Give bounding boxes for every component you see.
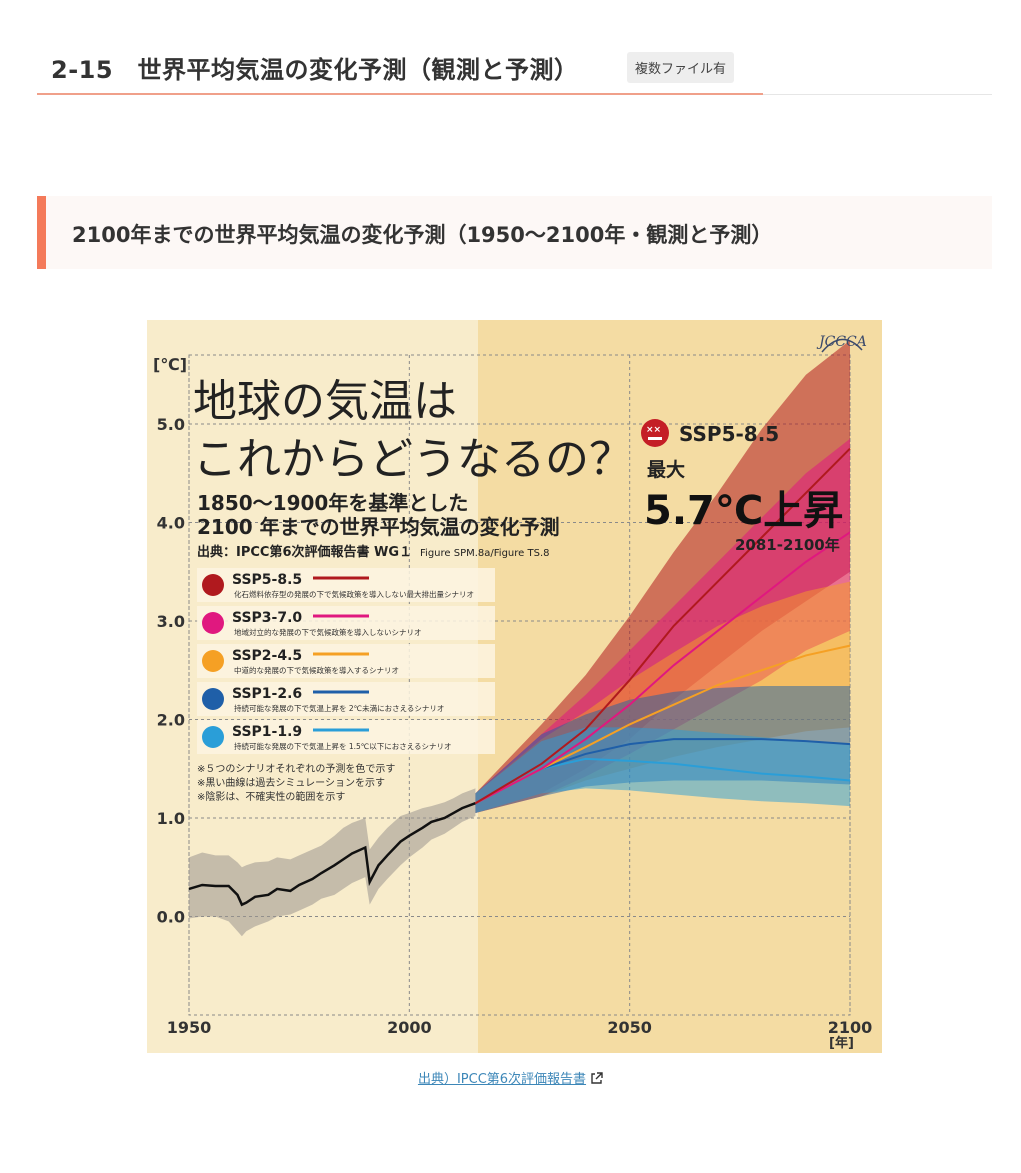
figure-caption: 出典）IPCC第6次評価報告書 — [0, 1068, 1021, 1087]
callout-scenario: SSP5-8.5 — [679, 422, 779, 446]
uncertainty-band-ssp370 — [475, 438, 850, 814]
line-ssp126 — [474, 738, 851, 805]
legend-description: 中道的な発展の下で気候政策を導入するシナリオ — [234, 665, 399, 675]
x-tick-label: 2100 — [828, 1018, 873, 1037]
logo-arc — [821, 338, 863, 353]
legend-description: 持続可能な発展の下で気温上昇を 2℃未満におさえるシナリオ — [234, 703, 444, 713]
scenario-lines — [188, 447, 851, 907]
callout-value: 5.7℃上昇 — [644, 488, 843, 534]
legend-label: SSP3-7.0 — [232, 610, 302, 626]
legend-description: 持続可能な発展の下で気温上昇を 1.5℃以下におさえるシナリオ — [234, 741, 452, 751]
uncertainty-band-ssp585 — [475, 340, 850, 814]
y-tick-label: 1.0 — [157, 809, 185, 828]
legend-item-bg — [197, 606, 495, 640]
callout-max: 最大 — [647, 458, 685, 481]
legend-label: SSP5-8.5 — [232, 572, 302, 588]
line-ssp370 — [474, 531, 851, 805]
y-tick-label: 4.0 — [157, 513, 185, 532]
legend-item-bg — [197, 568, 495, 602]
dizzy-face-eyes: ×× — [646, 425, 661, 435]
x-axis-unit: [年] — [829, 1035, 854, 1051]
section-title: 2100年までの世界平均気温の変化予測（1950〜2100年・観測と予測） — [72, 223, 773, 247]
legend-label: SSP2-4.5 — [232, 648, 302, 664]
ipcc-source-link-text: 出典）IPCC第6次評価報告書 — [417, 1072, 587, 1087]
x-tick-label: 2000 — [387, 1018, 432, 1037]
temperature-projection-figure: 0.0 1.0 2.0 3.0 4.0 5.0 1950 2000 2050 2100 [℃] … — [147, 320, 882, 1053]
note-1: ※５つのシナリオそれぞれの予測を色で示す — [197, 762, 395, 775]
logo-text: JCCCA — [816, 334, 867, 350]
legend-description: 地域対立的な発展の下で気候政策を導入しないシナリオ — [234, 627, 422, 637]
y-tick-label: 0.0 — [157, 907, 185, 926]
page-header: 2-15 世界平均気温の変化予測（観測と予測） 複数ファイル有 — [37, 44, 992, 95]
legend-description: 化石燃料依存型の発展の下で気候政策を導入しない最大排出量シナリオ — [234, 589, 474, 599]
line-ssp119 — [474, 757, 851, 805]
legend-face-icon — [202, 726, 224, 748]
y-tick-label: 3.0 — [157, 612, 185, 631]
legend-face-icon — [202, 688, 224, 710]
line-ssp245 — [474, 644, 851, 805]
y-tick-label: 2.0 — [157, 710, 185, 729]
headline-line-2: これからどうなるの？ — [193, 434, 633, 485]
legend-item-bg — [197, 682, 495, 716]
section-heading: 2100年までの世界平均気温の変化予測（1950〜2100年・観測と予測） — [37, 196, 992, 269]
ipcc-source-link[interactable]: 出典）IPCC第6次評価報告書 — [418, 1072, 586, 1087]
callout-period: 2081-2100年 — [735, 536, 840, 554]
header-accent-line — [37, 93, 763, 95]
subtitle-line-2: 2100 年までの世界平均気温の変化予測 — [197, 515, 560, 539]
jccca-logo: JCCCA — [816, 334, 867, 353]
legend-label: SSP1-1.9 — [232, 724, 302, 740]
page-title: 2-15 世界平均気温の変化予測（観測と予測） — [51, 56, 579, 84]
y-tick-labels: 0.0 1.0 2.0 3.0 4.0 5.0 — [157, 415, 185, 927]
dizzy-face-mouth — [648, 437, 662, 440]
legend-face-icon — [202, 574, 224, 596]
uncertainty-bands — [189, 340, 850, 937]
source-label: 出典：IPCC第6次評価報告書 WG１ Figure SPM.8a/Figure … — [197, 544, 550, 560]
external-link-icon[interactable] — [590, 1072, 603, 1085]
uncertainty-band-ssp119 — [475, 727, 850, 814]
x-tick-labels: 1950 2000 2050 2100 — [167, 1018, 873, 1037]
legend-label: SSP1-2.6 — [232, 686, 302, 702]
source-label-main: 出典：IPCC第6次評価報告書 WG１ — [197, 544, 412, 560]
subtitle-line-1: 1850～1900年を基準とした — [197, 491, 468, 515]
note-2: ※黒い曲線は過去シミュレーションを示す — [197, 776, 385, 789]
headline-line-1: 地球の気温は — [193, 376, 457, 427]
line-ssp585 — [474, 447, 851, 805]
observed-line — [188, 802, 476, 907]
y-axis-unit: [℃] — [153, 355, 187, 374]
legend: SSP5-8.5化石燃料依存型の発展の下で気候政策を導入しない最大排出量シナリオ… — [197, 568, 495, 754]
multiple-files-badge: 複数ファイル有 — [627, 52, 735, 83]
legend-item-bg — [197, 644, 495, 678]
y-tick-label: 5.0 — [157, 415, 185, 434]
note-3: ※陰影は、不確実性の範囲を示す — [197, 790, 345, 803]
source-figure: Figure SPM.8a/Figure TS.8 — [420, 548, 549, 559]
section-accent-bar — [37, 196, 46, 269]
legend-item-bg — [197, 720, 495, 754]
ssp585-callout: ×× SSP5-8.5 最大 5.7℃上昇 2081-2100年 — [641, 419, 843, 554]
x-tick-label: 1950 — [167, 1018, 212, 1037]
legend-face-icon — [202, 612, 224, 634]
legend-face-icon — [202, 650, 224, 672]
observed-uncertainty-band — [189, 788, 476, 937]
x-tick-label: 2050 — [607, 1018, 652, 1037]
chart-svg: 0.01.02.03.04.05.0 1950 2000 2050 2100 [℃] … — [147, 320, 882, 1053]
